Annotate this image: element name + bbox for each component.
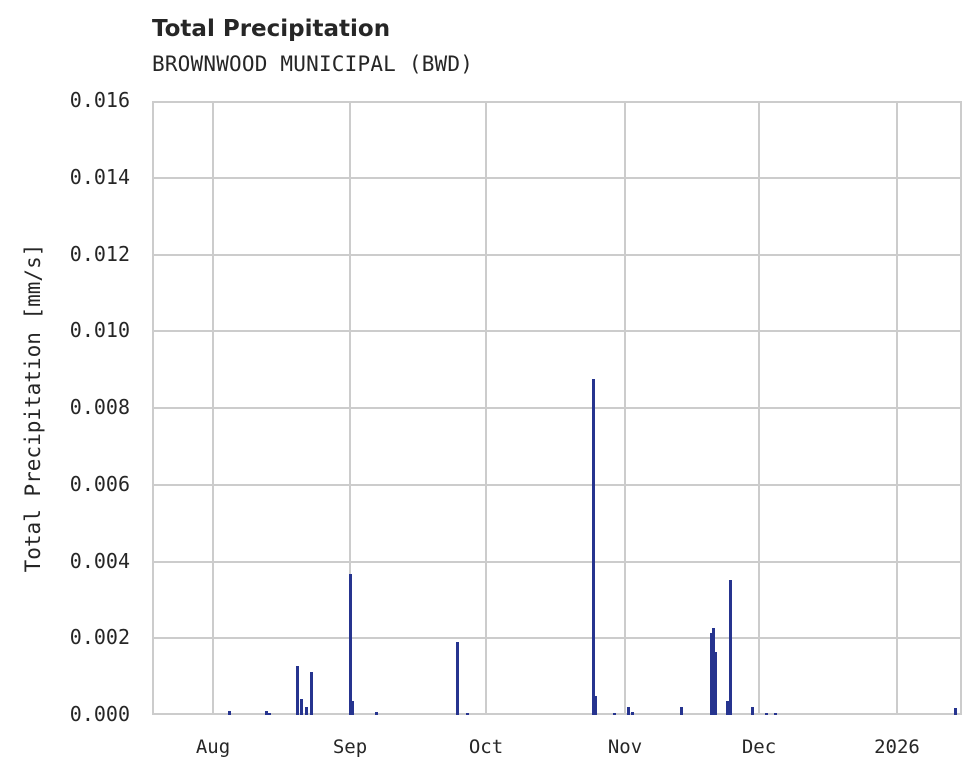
y-tick-label: 0.000 — [0, 702, 130, 726]
precip-bar — [375, 712, 378, 715]
precip-bar — [296, 666, 299, 715]
y-tick-label: 0.008 — [0, 395, 130, 419]
precip-bar — [305, 707, 308, 715]
precip-bar — [310, 672, 313, 715]
y-tick-label: 0.014 — [0, 165, 130, 189]
precip-bar — [268, 713, 271, 715]
precip-bar — [765, 713, 768, 715]
precip-bar — [680, 707, 683, 715]
y-tick-label: 0.012 — [0, 242, 130, 266]
precip-bar — [714, 652, 717, 715]
precip-bar — [729, 580, 732, 715]
precip-bar — [631, 712, 634, 715]
x-tick-label: 2026 — [874, 736, 920, 758]
y-tick-label: 0.010 — [0, 318, 130, 342]
precip-bar — [456, 642, 459, 715]
x-tick-label: Nov — [608, 736, 642, 758]
precip-bar — [228, 711, 231, 715]
precip-bar — [466, 713, 469, 715]
y-tick-label: 0.006 — [0, 472, 130, 496]
chart-subtitle: BROWNWOOD MUNICIPAL (BWD) — [152, 52, 473, 76]
precip-bar — [954, 708, 957, 715]
plot-area — [152, 101, 962, 715]
precip-bar — [594, 696, 597, 715]
x-tick-label: Aug — [196, 736, 230, 758]
precip-bar — [349, 574, 352, 715]
precip-bar — [351, 701, 354, 715]
x-tick-label: Sep — [333, 736, 367, 758]
precip-bar — [627, 707, 630, 715]
precip-bar — [751, 707, 754, 715]
y-tick-label: 0.016 — [0, 88, 130, 112]
precip-bar — [300, 699, 303, 715]
precip-bar — [592, 379, 595, 715]
precip-bar — [774, 713, 777, 715]
y-tick-label: 0.004 — [0, 549, 130, 573]
x-tick-label: Dec — [742, 736, 776, 758]
y-tick-label: 0.002 — [0, 625, 130, 649]
y-axis-label: Total Precipitation [mm/s] — [21, 244, 45, 573]
chart-title: Total Precipitation — [152, 16, 390, 42]
x-tick-label: Oct — [469, 736, 503, 758]
precip-bar — [613, 713, 616, 715]
